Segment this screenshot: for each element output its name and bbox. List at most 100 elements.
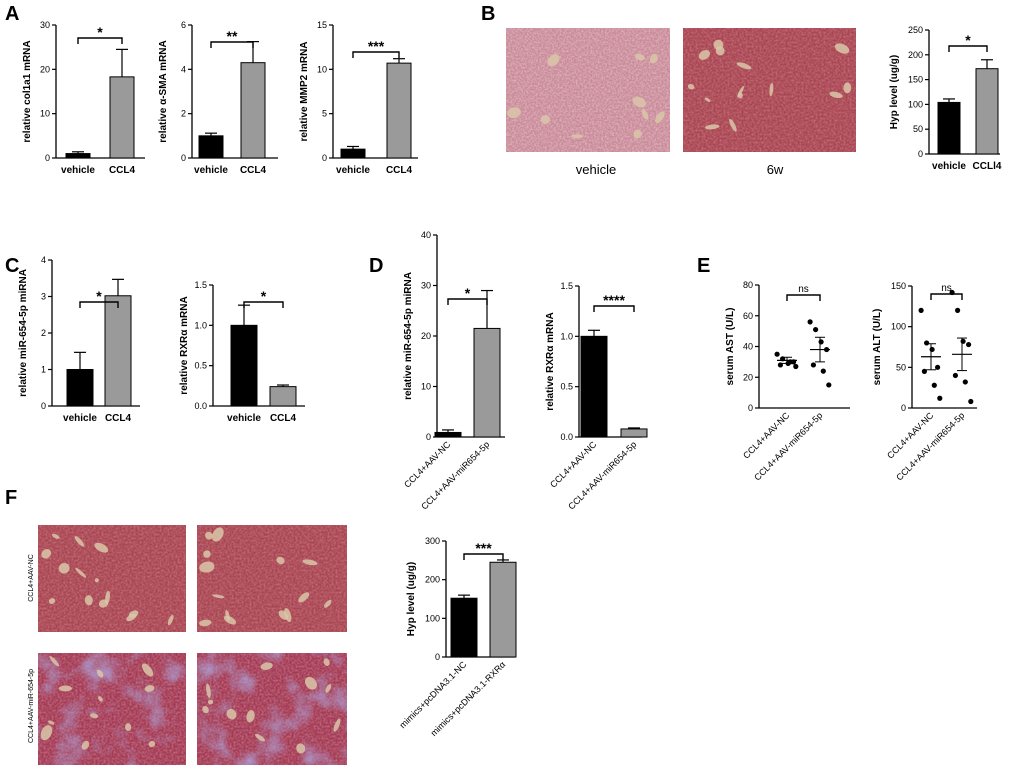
significance-bracket (352, 51, 400, 58)
vessel-lumen (51, 533, 60, 539)
significance-marker: * (465, 285, 471, 301)
micrograph-vehicle (506, 28, 670, 152)
significance-bracket (786, 294, 821, 301)
y-axis-title: serum ALT (U/L) (872, 309, 883, 386)
vessel-lumen (634, 53, 645, 61)
panel-label-a: A (5, 3, 19, 25)
vessel-lumen (58, 562, 70, 574)
y-tick-label-30: 30 (421, 281, 431, 291)
vessel-lumen (144, 685, 155, 692)
y-tick-label-0-0: 0.0 (194, 401, 207, 411)
y-tick-label-50: 50 (896, 362, 906, 372)
data-point-ccl4-aav-mir654-5p (820, 368, 826, 374)
y-tick-label-2: 2 (41, 328, 46, 338)
y-tick-label-50: 50 (913, 124, 923, 134)
data-point-ccl4-aav-mir654-5p (807, 319, 813, 325)
vessel-lumen (141, 663, 154, 677)
y-tick-label-0-5: 0.5 (560, 382, 573, 392)
panel-label-d: D (369, 255, 383, 277)
vessel-lumen (736, 62, 752, 70)
data-point-ccl4-aav-mir654-5p (813, 326, 819, 333)
bar-ccl4 (104, 295, 132, 407)
vessel-lumen (547, 54, 560, 67)
y-tick-label-0: 0 (435, 652, 440, 662)
data-point-ccl4-aav-nc (793, 363, 799, 370)
x-category-label-ccl4: CCL4 (240, 165, 267, 176)
chart-rxra-c: 0.0 0.5 1.0 1.5 relative RXRα mRNA vehicle CCL… (179, 280, 305, 424)
x-category-label-ccl4: CCL4 (109, 165, 136, 176)
x-category-label-ccl4-aav-mir654-5p: CCL4+AAV-miR654-5p (752, 410, 824, 482)
data-point-ccl4-aav-nc (937, 395, 943, 401)
bar-ccl4-aav-mir654-5p (620, 428, 648, 438)
y-axis-title: relative RXRα mRNA (545, 312, 556, 410)
bar-mimics-pcdna3-1-rxr (489, 561, 517, 658)
significance-bracket (243, 301, 284, 308)
vessel-lumen (212, 594, 225, 599)
vessel-lumen (206, 683, 211, 699)
bar-vehicle (198, 135, 224, 159)
y-tick-label-10: 10 (40, 109, 50, 119)
vessel-lumen (298, 592, 310, 603)
y-tick-label-2: 2 (181, 109, 186, 119)
vessel-lumen (211, 527, 224, 542)
chart-mir654-c: 0 1 2 3 4 relative miR-654-5p miRNA vehicle CCL… (18, 255, 140, 424)
chart-asma-mrna: 0 2 4 6 relative α-SMA mRNA vehicle CCL4 ** (158, 20, 278, 176)
significance-marker: * (965, 32, 971, 48)
vessel-lumen (40, 725, 53, 741)
micrograph-texture (38, 525, 186, 632)
bar-ccl4 (240, 62, 266, 159)
vessel-lumen (75, 567, 87, 578)
vessel-lumen (641, 109, 649, 120)
data-point-ccl4-aav-nc (929, 346, 935, 353)
bar-vehicle (65, 153, 91, 159)
vessel-lumen (729, 118, 737, 132)
micrograph-texture (197, 525, 347, 632)
significance-bracket (593, 305, 635, 312)
chart-hyp-level-b: 0 50 100 150 200 250 Hyp level (ug/g) vehicle CC… (889, 25, 1002, 172)
y-tick-label-3: 3 (41, 292, 46, 302)
vessel-lumen (207, 699, 214, 705)
vessel-lumen (284, 607, 292, 623)
vessel-lumen (704, 97, 711, 102)
vessel-lumen (632, 96, 646, 108)
data-point-ccl4-aav-mir654-5p (810, 362, 817, 368)
x-category-label-vehicle: vehicle (336, 165, 370, 176)
y-tick-label-10: 10 (421, 382, 431, 392)
significance-bracket (930, 293, 963, 300)
vessel-lumen (304, 676, 317, 690)
y-tick-label-0: 0 (918, 149, 923, 159)
vessel-lumen (48, 720, 55, 725)
vessel-lumen (276, 556, 285, 565)
significance-marker: *** (368, 38, 385, 54)
vessel-lumen (687, 83, 695, 90)
bar-vehicle (230, 324, 258, 407)
y-tick-label-5: 5 (322, 109, 327, 119)
micrograph-f-nc-1 (38, 525, 186, 632)
bar-ccll4 (975, 68, 999, 155)
y-tick-label-0: 0 (322, 153, 327, 163)
y-tick-label-6: 6 (181, 20, 186, 30)
panel-label-b: B (481, 3, 495, 25)
bar-mimics-pcdna3-1-nc (450, 597, 478, 658)
vessel-lumen (302, 559, 318, 566)
bar-ccl4-aav-nc (580, 335, 608, 438)
vessel-lumen (571, 134, 584, 139)
y-axis-title: Hyp level (ug/g) (889, 55, 900, 129)
vessel-lumen (58, 685, 73, 692)
significance-marker: *** (475, 540, 492, 556)
y-tick-label-100: 100 (908, 99, 923, 109)
vessel-lumen (203, 550, 211, 558)
vessel-lumen (540, 115, 550, 124)
micrograph-texture (506, 28, 670, 152)
panel-label-f: F (5, 487, 17, 509)
y-tick-label-0: 0 (426, 432, 431, 442)
vessel-lumen (90, 713, 99, 719)
vessel-lumen (148, 740, 156, 748)
y-tick-label-20: 20 (421, 331, 431, 341)
y-axis-title: relative RXRα mRNA (179, 296, 190, 394)
x-category-label-ccl4-aav-mir654-5p: CCL4+AAV-miR654-5p (566, 439, 638, 511)
bar-ccl4 (269, 386, 297, 407)
x-category-label-vehicle: vehicle (227, 413, 261, 424)
